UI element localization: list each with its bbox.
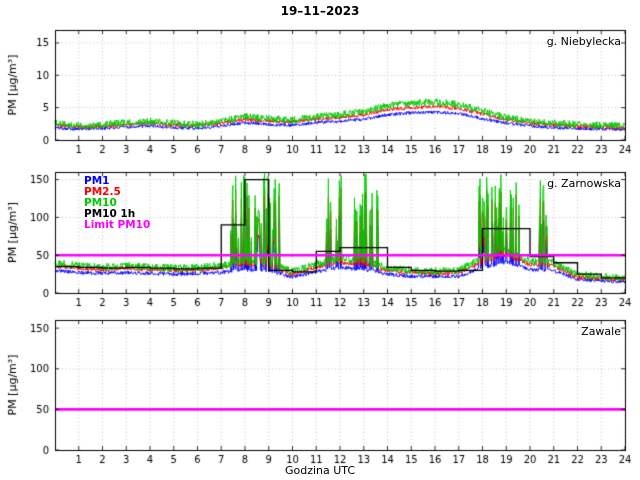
chart-legend: PM1 PM2.5 PM10 PM10 1h Limit PM10 xyxy=(84,176,150,231)
legend-item: PM2.5 xyxy=(84,186,121,198)
station-label-zawale: Zawale xyxy=(581,325,621,338)
legend-item: PM10 xyxy=(84,197,117,209)
station-label-niebylecka: g. Niebylecka xyxy=(546,35,621,48)
x-axis-label: Godzina UTC xyxy=(284,464,356,477)
legend-item: PM1 xyxy=(84,175,110,187)
legend-item: PM10 1h xyxy=(84,208,136,220)
legend-item: Limit PM10 xyxy=(84,219,151,231)
chart-title: 19–11–2023 xyxy=(280,4,360,18)
station-label-zarnowska: g. Zarnowska xyxy=(547,177,621,190)
